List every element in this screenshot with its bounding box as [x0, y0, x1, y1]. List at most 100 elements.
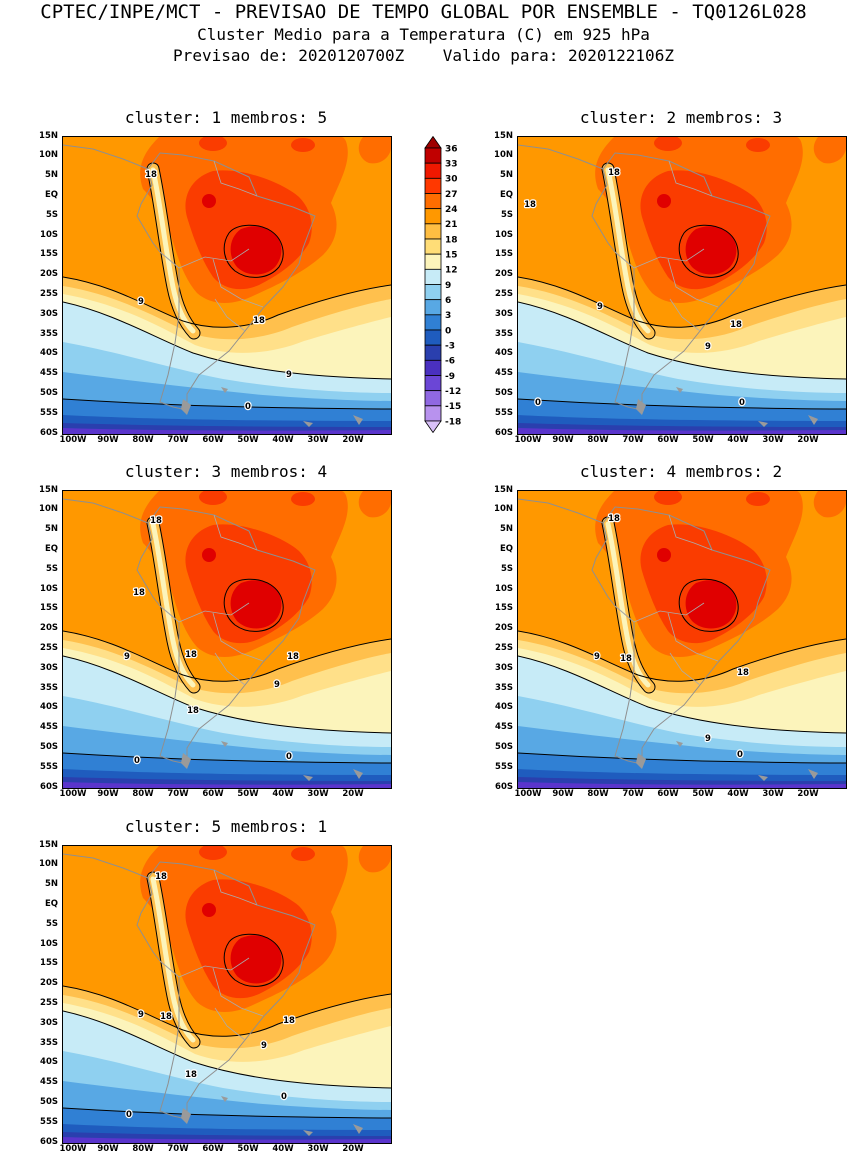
colorbar-label: -12	[445, 387, 461, 397]
contour-label: 18	[283, 1016, 295, 1026]
band-27-30-spot-a	[199, 846, 227, 860]
colorbar-box	[424, 314, 442, 331]
y-axis-label: 15S	[40, 958, 58, 969]
y-axis-label: 10N	[494, 150, 513, 161]
colorbar-label: 36	[445, 144, 458, 154]
band-30-33	[230, 226, 282, 275]
y-axis-label: 45S	[40, 722, 58, 733]
y-axis-label: 30S	[40, 1017, 58, 1028]
x-axis-label: 90W	[97, 789, 119, 799]
colorbar-box	[424, 284, 442, 301]
colorbar-box	[424, 223, 442, 240]
country-borders	[159, 160, 264, 332]
contour-label: 0	[286, 752, 292, 762]
figure-title: CPTEC/INPE/MCT - PREVISAO DE TEMPO GLOBA…	[40, 1, 807, 23]
colorbar-box	[424, 375, 442, 392]
contour-label: 18	[524, 200, 536, 210]
contour-label: 18	[620, 654, 632, 664]
y-axis-label: 20S	[40, 269, 58, 280]
x-axis-label: 80W	[587, 435, 609, 445]
x-axis-label: 20W	[342, 435, 364, 445]
y-axis-label: 10N	[494, 504, 513, 515]
y-axis-label: 35S	[495, 682, 513, 693]
x-axis-label: 50W	[692, 789, 714, 799]
y-axis-label: EQ	[44, 189, 58, 200]
country-borders	[159, 514, 264, 686]
country-borders	[614, 160, 719, 332]
colorbar-label: 6	[445, 296, 451, 306]
x-axis-label: 90W	[97, 1144, 119, 1154]
contour-label: 0	[245, 402, 251, 412]
colorbar-label: 30	[445, 175, 458, 185]
coastline-south-america	[136, 506, 316, 765]
x-axis-label: 30W	[762, 435, 784, 445]
y-axis-label: 15S	[495, 249, 513, 260]
y-axis-label: 10S	[40, 229, 58, 240]
colorbar-box	[424, 208, 442, 225]
y-axis-label: 50S	[40, 387, 58, 398]
x-axis-label: 90W	[97, 435, 119, 445]
colorbar-box	[424, 405, 442, 422]
y-axis-label: 45S	[40, 368, 58, 379]
y-axis-label: 10S	[495, 229, 513, 240]
y-axis-label: EQ	[499, 189, 513, 200]
x-axis-label: 20W	[342, 1144, 364, 1154]
y-axis-label: 60S	[495, 427, 513, 438]
contour-0	[63, 1107, 391, 1119]
contour-9	[518, 301, 846, 380]
contour-label: 0	[737, 750, 743, 760]
contour-27-loop	[223, 933, 284, 987]
temperature-map: 18 18 9 18 18 9 18 0 0	[63, 491, 391, 788]
contour-18	[518, 276, 846, 328]
contour-label: 9	[274, 680, 280, 690]
band-below-m6	[63, 782, 391, 788]
y-axis-label: 40S	[40, 1057, 58, 1068]
band-24-27-ne	[813, 491, 846, 518]
colorbar-box	[424, 344, 442, 361]
band-24-27-ne	[358, 137, 391, 164]
band-30-33-spot	[202, 903, 216, 917]
contour-9	[63, 301, 391, 380]
band-27-30-spot-b	[291, 138, 315, 152]
colorbar-box	[424, 193, 442, 210]
colorbar-box	[424, 299, 442, 316]
colorbar-box	[424, 268, 442, 285]
x-axis-label: 30W	[762, 789, 784, 799]
contour-27-loop	[678, 578, 739, 632]
contour-label: 18	[185, 650, 197, 660]
band-30-33-spot	[202, 194, 216, 208]
x-axis-label: 50W	[237, 1144, 259, 1154]
y-axis-label: 10S	[40, 583, 58, 594]
colorbar-label: 12	[445, 266, 458, 276]
y-axis-label: 5N	[44, 524, 58, 535]
contour-label: 0	[535, 398, 541, 408]
temperature-map: 18 9 18 18 9 0	[518, 491, 846, 788]
contour-9	[518, 655, 846, 734]
contour-18	[518, 630, 846, 682]
coastline-central-america	[518, 498, 604, 524]
colorbar-box	[424, 162, 442, 179]
contour-27-loop	[223, 578, 284, 632]
contour-label: 18	[730, 320, 742, 330]
x-axis-label: 40W	[272, 435, 294, 445]
y-axis-label: 5S	[500, 563, 513, 574]
andes-ribbon-cream	[150, 167, 196, 334]
contour-27-loop	[223, 224, 284, 278]
coastline-south-america	[136, 152, 316, 411]
x-axis-label: 80W	[587, 789, 609, 799]
contour-label: 18	[608, 514, 620, 524]
colorbar-label: 33	[445, 159, 458, 169]
panel-title: cluster: 1 membros: 5	[124, 108, 328, 127]
y-axis-label: 45S	[40, 1077, 58, 1088]
contour-label: 9	[261, 1041, 267, 1051]
y-axis-label: 15S	[495, 603, 513, 614]
y-axis-label: 15N	[39, 130, 58, 141]
y-axis-label: 55S	[495, 761, 513, 772]
y-axis-label: 40S	[495, 702, 513, 713]
y-axis-label: 25S	[40, 288, 58, 299]
band-27-30-spot-b	[291, 492, 315, 506]
y-axis-label: 5S	[45, 209, 58, 220]
x-axis-label: 40W	[272, 1144, 294, 1154]
x-axis-label: 20W	[797, 435, 819, 445]
y-axis-label: 5S	[500, 209, 513, 220]
